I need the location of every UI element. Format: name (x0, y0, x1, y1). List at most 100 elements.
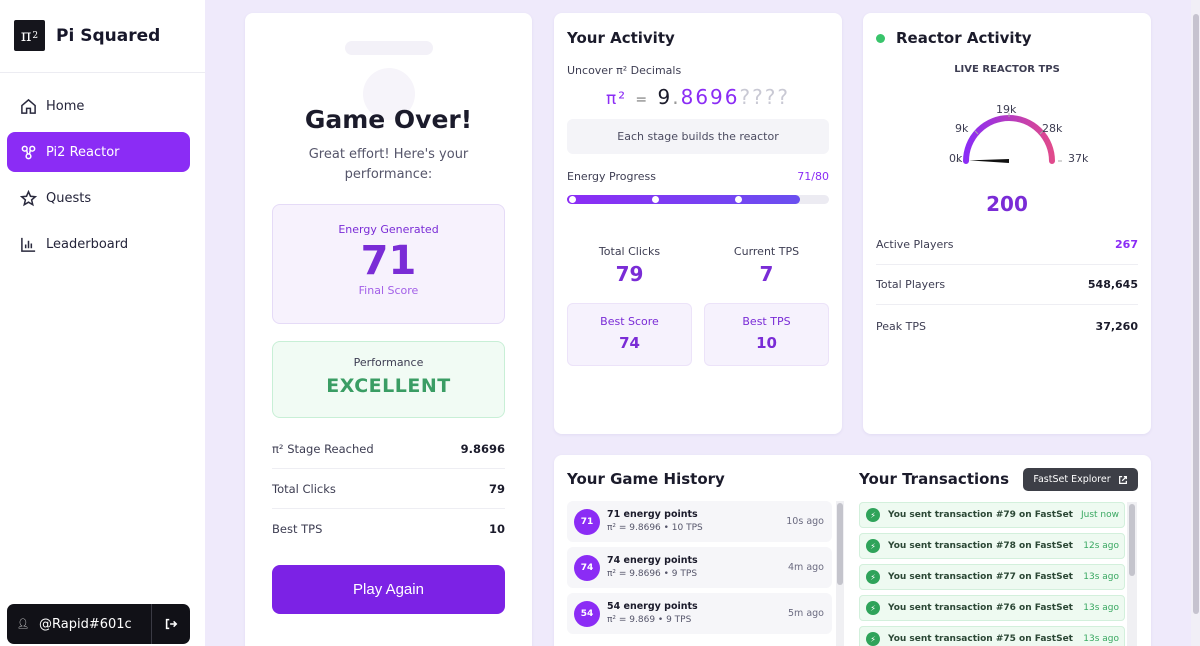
gauge-graphic (956, 113, 1062, 164)
game-over-title: Game Over! (304, 105, 473, 134)
total-clicks-label: Total Clicks (598, 245, 661, 258)
peak-tps-value: 37,260 (1095, 319, 1138, 333)
sidebar-item-leaderboard[interactable]: Leaderboard (7, 224, 190, 264)
list-item[interactable]: ⚡︎ You sent transaction #79 on FastSet J… (859, 502, 1125, 528)
history-scrollbar[interactable] (836, 501, 844, 646)
transaction-text: You sent transaction #77 on FastSet (888, 572, 1073, 582)
current-tps-stat: Current TPS 7 (704, 245, 829, 286)
decorative-glow (345, 41, 433, 55)
energy-progress-fill (567, 195, 800, 204)
total-clicks-value: 79 (615, 262, 644, 286)
history-energy: 71 energy points (607, 509, 698, 520)
history-energy: 74 energy points (607, 555, 698, 566)
performance-label: Performance (353, 356, 424, 369)
page-scrollbar[interactable] (1191, 0, 1200, 646)
active-players-label: Active Players (876, 238, 954, 251)
game-history-list[interactable]: 71 71 energy points π² = 9.8696 • 10 TPS… (567, 501, 832, 646)
stat-label: Best TPS (272, 522, 323, 536)
game-over-subtitle: Great effort! Here's your performance: (308, 147, 469, 182)
logout-button[interactable] (152, 617, 190, 631)
sidebar-item-home[interactable]: Home (7, 86, 190, 126)
reactor-tps-value: 200 (986, 192, 1028, 216)
gauge-label: 28k (1042, 122, 1063, 135)
live-tps-label: LIVE REACTOR TPS (954, 64, 1060, 75)
peak-tps-row: Peak TPS 37,260 (876, 306, 1138, 346)
transaction-time: 12s ago (1083, 541, 1119, 551)
history-energy: 54 energy points (607, 601, 698, 612)
energy-progress-bar (567, 195, 829, 204)
history-detail: π² = 9.8696 • 10 TPS (607, 523, 703, 533)
current-tps-label: Current TPS (733, 245, 800, 258)
game-over-card: Game Over! Great effort! Here's your per… (245, 13, 532, 646)
list-item[interactable]: ⚡︎ You sent transaction #76 on FastSet 1… (859, 595, 1125, 621)
app-name: Pi Squared (56, 25, 161, 46)
uncover-label: Uncover π² Decimals (567, 64, 682, 77)
reactor-header: Reactor Activity (876, 29, 1032, 47)
list-item[interactable]: ⚡︎ You sent transaction #78 on FastSet 1… (859, 533, 1125, 559)
best-score-value: 74 (619, 334, 640, 352)
progress-marker (569, 196, 576, 203)
gauge-label: 9k (955, 122, 969, 135)
gauge-tick (1039, 130, 1044, 135)
gauge-arc (963, 115, 1055, 164)
user-account[interactable]: 👤︎ @Rapid#601c (7, 604, 190, 644)
equals-sign: = (635, 92, 650, 108)
history-time: 10s ago (786, 516, 824, 527)
list-item[interactable]: ⚡︎ You sent transaction #77 on FastSet 1… (859, 564, 1125, 590)
lightning-icon: ⚡︎ (866, 539, 880, 553)
stat-row-best-tps: Best TPS 10 (272, 509, 505, 549)
history-time: 5m ago (788, 608, 824, 619)
progress-marker (652, 196, 659, 203)
energy-generated-box: Energy Generated 71 Final Score (272, 204, 505, 324)
your-activity-card: Your Activity Uncover π² Decimals π² = 9… (554, 13, 842, 434)
lightning-icon: ⚡︎ (866, 632, 880, 646)
gauge-tick (974, 130, 979, 135)
final-score-label: Final Score (358, 284, 419, 297)
gauge-label: 0k (949, 152, 963, 165)
performance-value: EXCELLENT (326, 375, 451, 397)
sidebar-item-reactor[interactable]: Pi2 Reactor (7, 132, 190, 172)
pi-whole: 9 (657, 85, 673, 109)
user-handle: @Rapid#601c (39, 616, 132, 632)
activity-title: Your Activity (567, 29, 675, 47)
list-item[interactable]: ⚡︎ You sent transaction #75 on FastSet 1… (859, 626, 1125, 646)
list-item[interactable]: 54 54 energy points π² = 9.869 • 9 TPS 5… (567, 593, 832, 634)
transactions-scrollbar[interactable] (1127, 502, 1137, 646)
sidebar-item-quests[interactable]: Quests (7, 178, 190, 218)
play-again-button[interactable]: Play Again (272, 565, 505, 614)
sidebar-item-label: Pi2 Reactor (46, 144, 120, 160)
live-status-dot (876, 33, 885, 43)
scrollbar-thumb[interactable] (1129, 504, 1135, 576)
list-item[interactable]: 71 71 energy points π² = 9.8696 • 10 TPS… (567, 501, 832, 542)
history-transactions-card: Your Game History Your Transactions Fast… (554, 455, 1151, 646)
transaction-text: You sent transaction #78 on FastSet (888, 541, 1073, 551)
scrollbar-thumb[interactable] (837, 503, 843, 585)
list-item[interactable]: 74 74 energy points π² = 9.8696 • 9 TPS … (567, 547, 832, 588)
best-score-box: Best Score 74 (567, 303, 692, 366)
stat-label: π² Stage Reached (272, 441, 374, 456)
lightning-icon: ⚡︎ (866, 570, 880, 584)
transactions-title: Your Transactions (859, 470, 1010, 488)
energy-label: Energy Generated (338, 223, 439, 236)
transaction-text: You sent transaction #75 on FastSet (888, 634, 1073, 644)
progress-marker (818, 196, 825, 203)
transactions-list[interactable]: ⚡︎ You sent transaction #79 on FastSet J… (859, 502, 1125, 646)
game-history-title: Your Game History (567, 470, 725, 488)
peak-tps-label: Peak TPS (876, 319, 926, 333)
fastset-explorer-button[interactable]: FastSet Explorer (1023, 468, 1138, 491)
progress-marker (735, 196, 742, 203)
scrollbar-thumb[interactable] (1193, 14, 1199, 614)
energy-value: 71 (360, 238, 417, 284)
current-tps-value: 7 (759, 262, 774, 286)
user-divider (151, 604, 152, 644)
stat-value: 79 (488, 481, 505, 496)
total-players-value: 548,645 (1087, 278, 1138, 291)
transaction-time: 13s ago (1083, 634, 1119, 644)
pi-unknown-digits: ???? (739, 85, 790, 109)
best-tps-value: 10 (756, 334, 777, 352)
best-tps-label: Best TPS (742, 315, 791, 328)
history-detail: π² = 9.869 • 9 TPS (607, 615, 692, 625)
